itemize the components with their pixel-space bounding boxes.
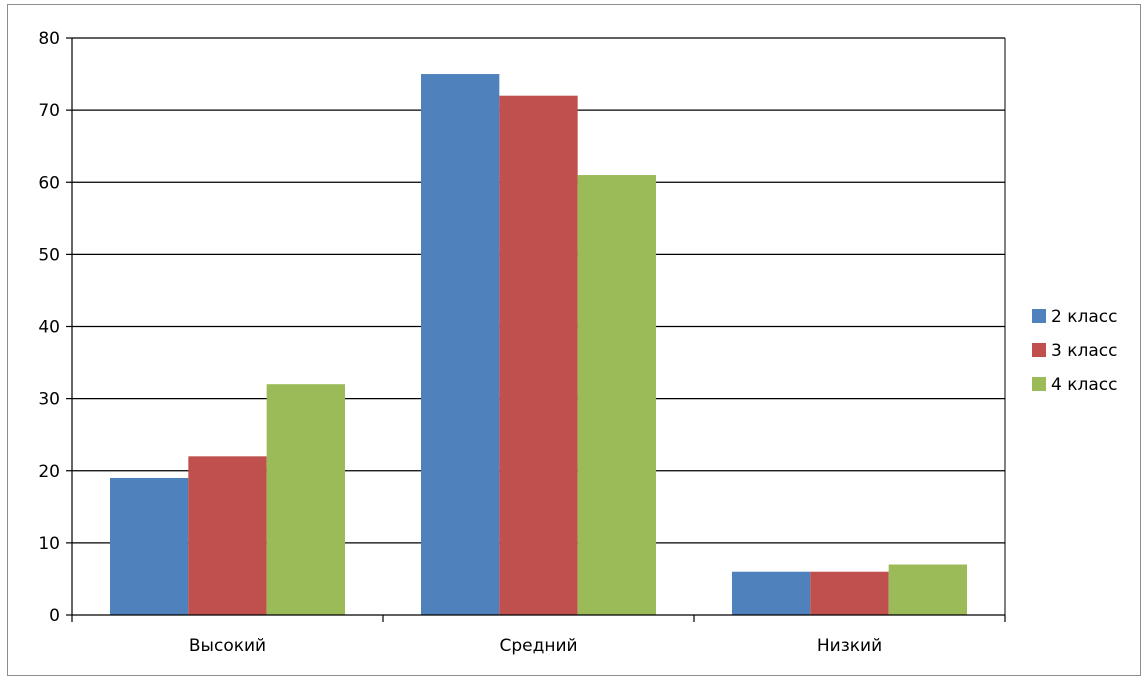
x-tick-label: Высокий: [189, 636, 266, 656]
bar-3-2: [810, 571, 889, 615]
bar-1-3: [266, 384, 345, 615]
y-tick-label: 60: [38, 173, 60, 193]
bar-1-2: [188, 456, 267, 615]
legend-swatch-1: [1032, 309, 1046, 323]
y-tick-label: 30: [38, 390, 60, 410]
y-tick-label: 70: [38, 101, 60, 121]
bar-3-1: [732, 571, 811, 615]
y-tick-label: 0: [49, 606, 60, 626]
y-tick-label: 50: [38, 245, 60, 265]
legend-label-1: 2 класс: [1051, 307, 1117, 327]
legend-label-3: 4 класс: [1051, 375, 1117, 395]
bar-2-3: [577, 175, 656, 615]
legend-label-2: 3 класс: [1051, 341, 1117, 361]
bar-3-3: [888, 564, 967, 615]
y-tick-label: 10: [38, 534, 60, 554]
legend-swatch-2: [1032, 343, 1046, 357]
bar-1-1: [110, 477, 189, 615]
y-tick-label: 40: [38, 318, 60, 338]
bar-2-1: [421, 74, 500, 615]
x-tick-label: Средний: [499, 636, 577, 656]
bar-2-2: [499, 95, 578, 615]
x-tick-label: Низкий: [817, 636, 882, 656]
legend-swatch-3: [1032, 377, 1046, 391]
y-tick-label: 20: [38, 462, 60, 482]
y-tick-label: 80: [38, 29, 60, 49]
